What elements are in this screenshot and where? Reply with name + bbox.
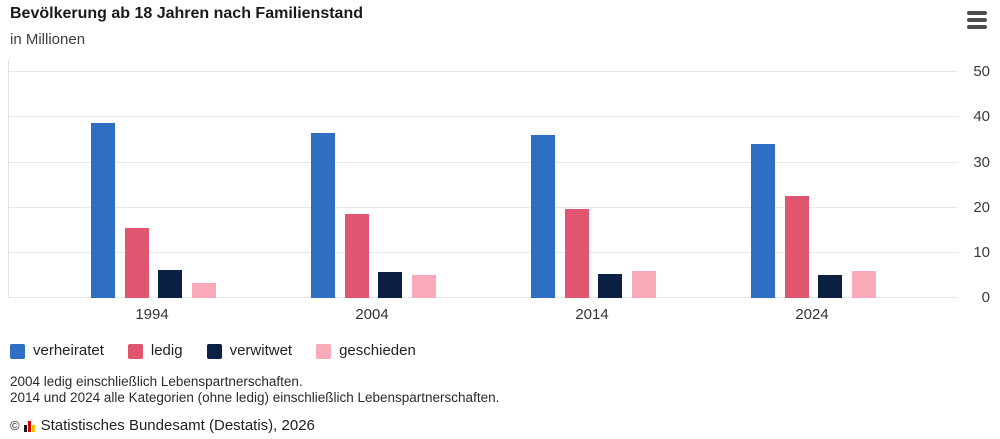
legend: verheiratet ledig verwitwet geschieden — [10, 342, 440, 360]
bar-verheiratet-1994[interactable] — [91, 123, 115, 298]
bar-geschieden-2014[interactable] — [631, 270, 656, 298]
x-axis-label-2024: 2024 — [795, 306, 829, 323]
bar-verwitwet-2024[interactable] — [818, 274, 842, 298]
y-tick-label: 10 — [973, 243, 990, 261]
menu-bar — [967, 11, 987, 15]
gridline — [9, 251, 958, 253]
x-axis-label-1994: 1994 — [135, 306, 169, 323]
footnotes: 2004 ledig einschließlich Lebenspartners… — [10, 374, 499, 406]
legend-item-verheiratet[interactable]: verheiratet — [10, 342, 104, 360]
copyright-symbol: © — [10, 418, 20, 433]
bar-verwitwet-2004[interactable] — [378, 272, 402, 298]
gridline — [9, 297, 958, 298]
bar-ledig-2004[interactable] — [344, 214, 369, 298]
bar-geschieden-2024[interactable] — [851, 271, 876, 298]
footnote-line: 2014 und 2024 alle Kategorien (ohne ledi… — [10, 390, 500, 405]
footnote-line: 2004 ledig einschließlich Lebenspartners… — [10, 374, 303, 389]
gridline — [9, 206, 958, 208]
gridline — [9, 116, 958, 118]
x-axis-label-2004: 2004 — [355, 306, 389, 323]
legend-swatch-icon — [206, 343, 222, 359]
bar-ledig-2014[interactable] — [564, 209, 589, 298]
y-tick-label: 50 — [973, 63, 990, 81]
legend-swatch-icon — [10, 343, 25, 359]
bar-geschieden-1994[interactable] — [191, 282, 216, 298]
legend-item-verwitwet[interactable]: verwitwet — [206, 342, 293, 360]
menu-bar — [967, 25, 987, 29]
bar-ledig-2024[interactable] — [784, 196, 809, 298]
legend-label: ledig — [150, 342, 183, 359]
y-tick-label: 0 — [981, 289, 990, 306]
y-tick-label: 20 — [973, 198, 990, 216]
bar-verheiratet-2014[interactable] — [531, 135, 555, 298]
chart-subtitle: in Millionen — [10, 31, 86, 48]
bar-ledig-1994[interactable] — [124, 228, 149, 298]
chart-title: Bevölkerung ab 18 Jahren nach Familienst… — [10, 5, 363, 22]
gridline — [9, 161, 958, 163]
destatis-logo-icon — [23, 420, 35, 432]
bar-verheiratet-2004[interactable] — [311, 132, 335, 298]
legend-label: verheiratet — [33, 342, 104, 359]
x-axis-label-2014: 2014 — [575, 306, 609, 323]
legend-label: geschieden — [339, 342, 416, 359]
menu-bar — [967, 18, 987, 22]
bar-verwitwet-2014[interactable] — [598, 273, 622, 298]
bar-verheiratet-2024[interactable] — [751, 144, 775, 298]
source-text: Statistisches Bundesamt (Destatis), 2026 — [40, 417, 315, 434]
bar-verwitwet-1994[interactable] — [158, 270, 182, 298]
y-tick-label: 40 — [973, 108, 990, 126]
gridline — [9, 71, 958, 73]
legend-item-geschieden[interactable]: geschieden — [316, 342, 416, 360]
legend-swatch-icon — [127, 343, 143, 359]
y-tick-label: 30 — [973, 153, 990, 171]
plot-area — [8, 60, 958, 298]
bar-geschieden-2004[interactable] — [411, 274, 436, 298]
hamburger-menu-icon[interactable] — [967, 9, 989, 31]
source-line: © Statistisches Bundesamt (Destatis), 20… — [10, 417, 315, 434]
legend-label: verwitwet — [229, 342, 293, 359]
legend-item-ledig[interactable]: ledig — [127, 342, 183, 360]
legend-swatch-icon — [316, 343, 332, 359]
